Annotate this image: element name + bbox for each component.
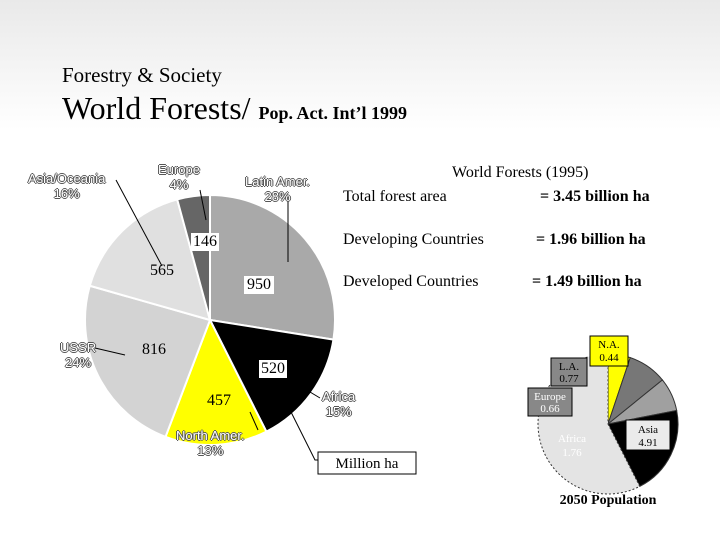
value-africa: 520 (259, 360, 287, 378)
leader-north-america (249, 411, 259, 431)
asia-2050-label: Asia (638, 424, 658, 436)
stat-value-developed: = 1.49 billion ha (532, 273, 642, 290)
label-ussr: USSR 24% (60, 340, 97, 370)
leader-asia (115, 179, 163, 267)
value-europe: 146 (191, 233, 219, 251)
value-asia-oceania: 565 (150, 262, 174, 279)
million-ha-box (317, 451, 417, 475)
value-latin-amer: 950 (244, 276, 274, 294)
stat-value-developing: = 1.96 billion ha (536, 231, 646, 248)
leader-africa (289, 379, 321, 399)
slide-subtitle: Forestry & Society (62, 63, 222, 87)
la-box (550, 357, 588, 387)
label-asia-oceania: Asia/Oceania 16% (28, 171, 106, 201)
slide-title: World Forests/ Pop. Act. Int’l 1999 (62, 90, 407, 127)
label-latin-amer: Latin Amer. 28% (245, 174, 311, 204)
label-north-amer: North Amer. 13% (176, 428, 245, 458)
pie-slice-ussr (84, 284, 212, 439)
la-value: 0.77 (559, 373, 579, 385)
africa-2050-value: 1.76 (562, 447, 582, 459)
stat-value-total: = 3.45 billion ha (540, 188, 650, 205)
slide-title-main: World Forests/ (62, 90, 251, 126)
pie-slice-latin-amer (209, 193, 336, 341)
stats-title: World Forests (1995) (452, 164, 589, 181)
europe-label: Europe (534, 391, 566, 403)
stat-label-developing: Developing Countries (343, 231, 484, 248)
na-box (589, 335, 629, 367)
stat-label-developed: Developed Countries (343, 273, 479, 290)
leader-ussr (94, 347, 126, 356)
asia-box (625, 419, 671, 451)
asia-2050-value: 4.91 (638, 437, 657, 449)
na-value: 0.44 (599, 352, 619, 364)
label-africa: Africa 15% (322, 389, 356, 419)
value-north-amer: 457 (207, 392, 231, 409)
pie-slice-north-amer (164, 317, 268, 446)
europe-box (527, 387, 573, 417)
stat-label-total: Total forest area (343, 188, 447, 205)
slide-title-suffix: Pop. Act. Int’l 1999 (258, 103, 408, 123)
africa-2050-label: Africa (558, 433, 586, 445)
pie-slice-asia-oceania (88, 198, 212, 322)
label-europe: Europe 4% (158, 162, 200, 192)
pie-slice-europe (175, 193, 211, 321)
la-label: L.A. (559, 361, 579, 373)
na-label: N.A. (598, 339, 620, 351)
value-ussr: 816 (142, 341, 166, 358)
europe-value: 0.66 (540, 403, 560, 415)
million-ha-label: Million ha (336, 456, 399, 472)
leader-million-ha (289, 409, 318, 461)
population-2050-title: 2050 Population (560, 493, 657, 508)
leader-europe (199, 189, 207, 221)
